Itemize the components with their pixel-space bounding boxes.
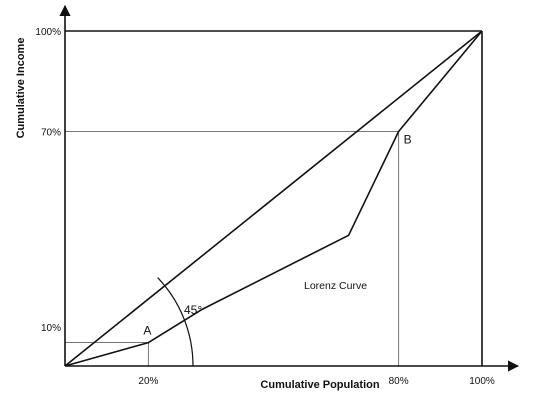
y-tick-labels: 10% 70% 100% xyxy=(35,27,61,334)
y-axis-title: Cumulative Income xyxy=(15,38,27,139)
y-tick-label: 10% xyxy=(41,323,61,334)
point-label-b: B xyxy=(404,133,412,147)
guide-lines xyxy=(65,131,400,366)
x-tick-label: 100% xyxy=(469,376,495,387)
x-tick-label: 80% xyxy=(389,376,409,387)
point-label-a: A xyxy=(143,324,151,338)
angle-label: 45° xyxy=(184,303,202,317)
y-tick-label: 100% xyxy=(35,27,61,38)
x-tick-labels: 20% 80% 100% xyxy=(138,376,495,387)
lorenz-curve-label: Lorenz Curve xyxy=(304,280,367,292)
y-tick-label: 70% xyxy=(41,128,61,139)
x-tick-label: 20% xyxy=(138,376,158,387)
lorenz-curve-line xyxy=(64,30,483,367)
angle-arc xyxy=(157,277,194,367)
x-axis-title: Cumulative Population xyxy=(260,379,379,391)
point-labels: AB xyxy=(143,133,411,338)
equality-line xyxy=(64,30,483,367)
series-layer xyxy=(64,30,483,367)
